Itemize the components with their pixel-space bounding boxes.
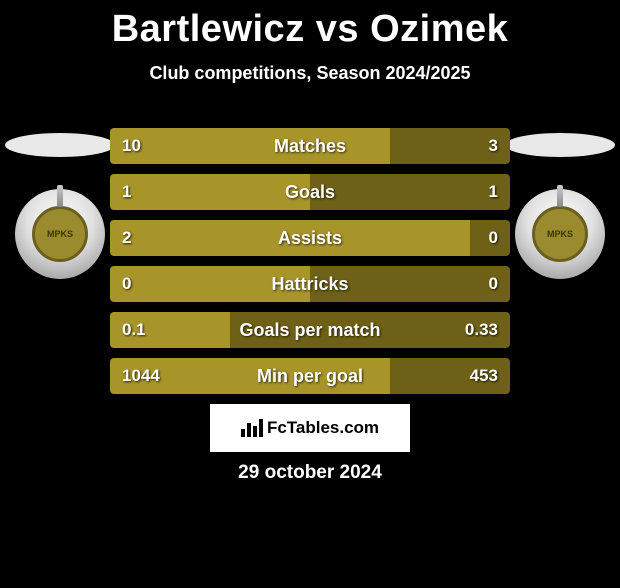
bar-left-segment xyxy=(110,220,470,256)
stat-row: Assists20 xyxy=(110,220,510,256)
footer-logo: FcTables.com xyxy=(241,418,379,438)
bar-left-segment xyxy=(110,266,310,302)
date-label: 29 october 2024 xyxy=(0,462,620,484)
subtitle: Club competitions, Season 2024/2025 xyxy=(0,63,620,84)
bar-left-segment xyxy=(110,174,310,210)
bar-left-segment xyxy=(110,312,230,348)
left-crest: MPKS xyxy=(15,189,105,279)
stats-bars: Matches103 Goals11 Assists20 Hattricks00 Goa… xyxy=(110,128,510,404)
bar-right-segment xyxy=(310,174,510,210)
right-crest-text: MPKS xyxy=(532,206,588,262)
bar-left-segment xyxy=(110,358,390,394)
bar-right-segment xyxy=(230,312,510,348)
bar-right-segment xyxy=(390,128,510,164)
page-title: Bartlewicz vs Ozimek xyxy=(0,8,620,51)
bar-left-segment xyxy=(110,128,390,164)
right-player-badge: MPKS xyxy=(505,133,615,279)
footer-box: FcTables.com xyxy=(210,404,410,452)
stat-row: Hattricks00 xyxy=(110,266,510,302)
right-crest: MPKS xyxy=(515,189,605,279)
footer-text: FcTables.com xyxy=(267,418,379,438)
bars-icon xyxy=(241,419,263,437)
bar-right-segment xyxy=(470,220,510,256)
right-ellipse xyxy=(505,133,615,157)
bar-right-segment xyxy=(390,358,510,394)
stat-row: Matches103 xyxy=(110,128,510,164)
stat-row: Goals per match0.10.33 xyxy=(110,312,510,348)
stat-row: Min per goal1044453 xyxy=(110,358,510,394)
stat-row: Goals11 xyxy=(110,174,510,210)
left-ellipse xyxy=(5,133,115,157)
bar-right-segment xyxy=(310,266,510,302)
left-crest-text: MPKS xyxy=(32,206,88,262)
left-player-badge: MPKS xyxy=(5,133,115,279)
